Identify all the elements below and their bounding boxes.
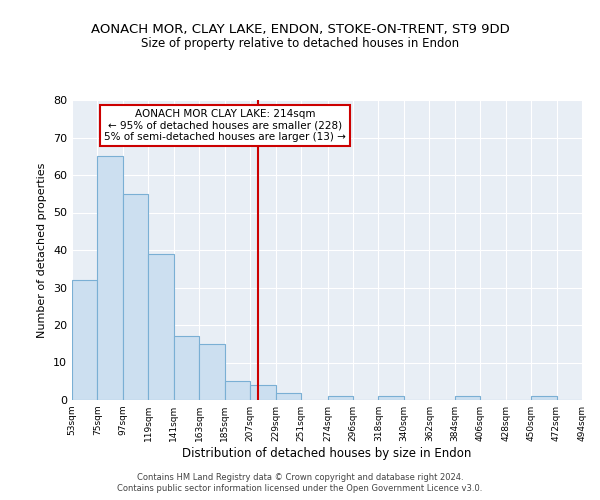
Bar — [123, 194, 148, 400]
Bar — [97, 156, 123, 400]
Bar — [72, 280, 97, 400]
Y-axis label: Number of detached properties: Number of detached properties — [37, 162, 47, 338]
Text: Contains HM Land Registry data © Crown copyright and database right 2024.: Contains HM Land Registry data © Crown c… — [137, 473, 463, 482]
Bar — [148, 254, 174, 400]
Bar — [224, 381, 250, 400]
Text: AONACH MOR, CLAY LAKE, ENDON, STOKE-ON-TRENT, ST9 9DD: AONACH MOR, CLAY LAKE, ENDON, STOKE-ON-T… — [91, 22, 509, 36]
Bar — [328, 396, 353, 400]
Bar — [250, 385, 275, 400]
Bar — [275, 392, 301, 400]
Bar — [379, 396, 404, 400]
Bar — [174, 336, 199, 400]
Bar — [199, 344, 224, 400]
Bar — [455, 396, 480, 400]
Bar — [531, 396, 557, 400]
Text: Size of property relative to detached houses in Endon: Size of property relative to detached ho… — [141, 38, 459, 51]
Text: AONACH MOR CLAY LAKE: 214sqm
← 95% of detached houses are smaller (228)
5% of se: AONACH MOR CLAY LAKE: 214sqm ← 95% of de… — [104, 109, 346, 142]
Text: Contains public sector information licensed under the Open Government Licence v3: Contains public sector information licen… — [118, 484, 482, 493]
X-axis label: Distribution of detached houses by size in Endon: Distribution of detached houses by size … — [182, 447, 472, 460]
